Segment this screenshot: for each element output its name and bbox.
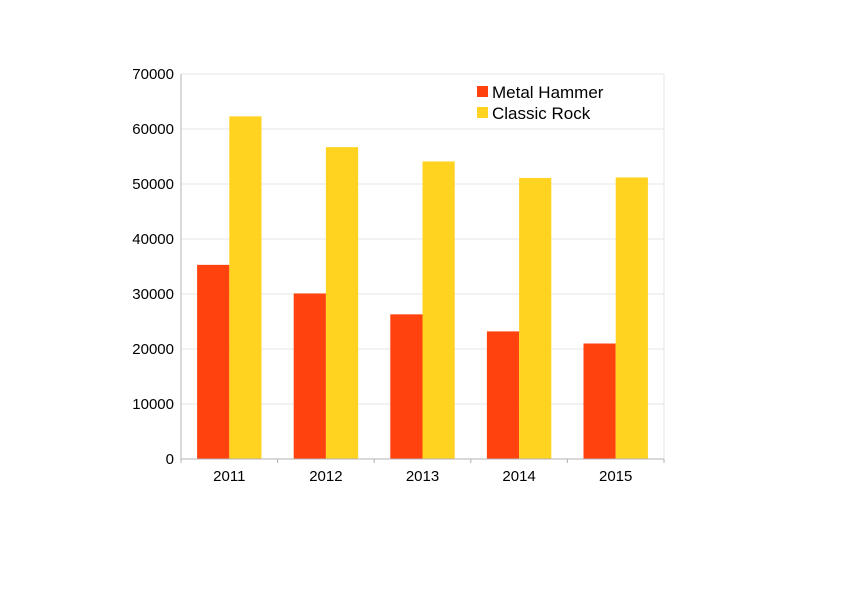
x-tick-label: 2014 [502, 468, 535, 485]
bars [197, 116, 648, 459]
bar-classic-rock-2014 [519, 177, 552, 459]
y-tick-label: 40000 [132, 231, 174, 248]
y-tick-label: 70000 [132, 66, 174, 83]
y-tick-labels: 0 10000 20000 30000 40000 50000 60000 70000 [132, 66, 174, 468]
y-tick-label: 0 [166, 451, 174, 468]
x-tick-labels: 2011 2012 2013 2014 2015 [213, 468, 632, 485]
legend-label: Classic Rock [492, 104, 591, 123]
legend-swatch [477, 107, 488, 118]
y-tick-label: 30000 [132, 286, 174, 303]
bar-metal-hammer-2015 [583, 343, 616, 459]
y-tick-label: 50000 [132, 176, 174, 193]
y-tick-label: 60000 [132, 121, 174, 138]
legend: Metal Hammer Classic Rock [477, 83, 604, 123]
y-tick-label: 10000 [132, 396, 174, 413]
bar-classic-rock-2011 [229, 116, 262, 459]
legend-swatch [477, 86, 488, 97]
axes [180, 73, 665, 463]
bar-classic-rock-2013 [422, 161, 455, 459]
bar-metal-hammer-2012 [293, 293, 326, 459]
bar-metal-hammer-2011 [197, 264, 230, 459]
x-tick-label: 2015 [599, 468, 632, 485]
bar-classic-rock-2012 [325, 147, 359, 459]
bar-metal-hammer-2014 [486, 331, 520, 459]
legend-label: Metal Hammer [492, 83, 604, 102]
bar-metal-hammer-2013 [390, 314, 423, 459]
y-tick-label: 20000 [132, 341, 174, 358]
x-tick-label: 2013 [406, 468, 439, 485]
x-tick-label: 2011 [213, 468, 245, 485]
x-tick-label: 2012 [309, 468, 342, 485]
bar-classic-rock-2015 [615, 177, 648, 459]
